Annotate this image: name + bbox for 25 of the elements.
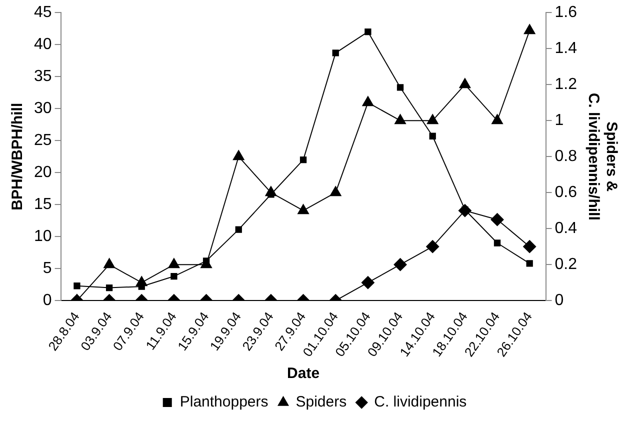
y2-tick-label: 1.6: [554, 4, 578, 22]
legend-label: Planthoppers: [180, 394, 268, 411]
y-tick-label: 5: [42, 260, 52, 278]
y2-tick-label: 0.2: [554, 256, 578, 274]
y-tick-label: 25: [34, 132, 52, 150]
y2-axis-title: Spiders & C. lividipennis/hill: [584, 92, 620, 220]
y-tick-label: 15: [34, 196, 52, 214]
x-axis-title: Date: [287, 365, 320, 382]
y-tick-label: 30: [34, 100, 52, 118]
y-tick-label: 0: [42, 292, 52, 310]
y2-tick-label: 1.4: [554, 40, 578, 58]
y-tick-label: 45: [34, 4, 52, 22]
legend-label: Spiders: [296, 394, 347, 411]
legend-label: C. lividipennis: [374, 394, 467, 411]
y2-tick-label: 0: [554, 292, 564, 310]
y2-tick-label: 0.4: [554, 220, 578, 238]
y2-tick-label: 0.6: [554, 184, 578, 202]
y-tick-label: 35: [34, 68, 52, 86]
y-tick-label: 40: [34, 36, 52, 54]
y2-tick-label: 0.8: [554, 148, 578, 166]
y-axis-title: BPH/WBPH/hill: [9, 102, 26, 210]
y-tick-label: 20: [34, 164, 52, 182]
y2-tick-label: 1.2: [554, 76, 578, 94]
y2-tick-label: 1: [554, 112, 564, 130]
y-tick-label: 10: [34, 228, 52, 246]
